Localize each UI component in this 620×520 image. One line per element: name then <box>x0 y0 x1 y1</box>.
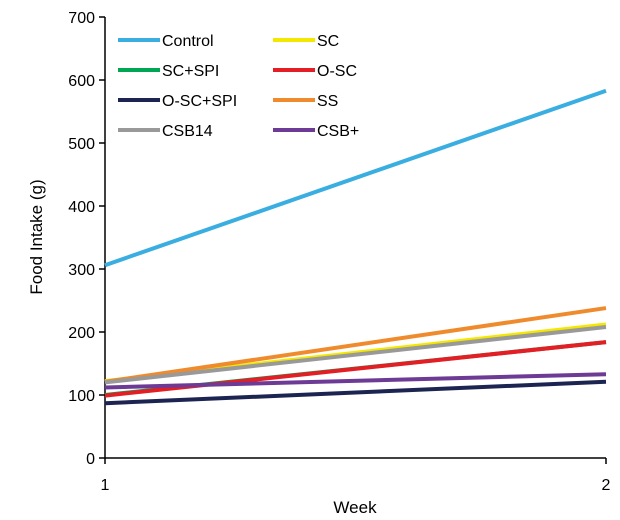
x-tick-label: 1 <box>101 477 110 494</box>
y-tick-label: 500 <box>68 136 95 153</box>
y-tick-label: 600 <box>68 73 95 90</box>
legend-label-csb14: CSB14 <box>162 123 213 140</box>
y-axis-label: Food Intake (g) <box>27 179 46 294</box>
y-ticks: 0 100 200 300 400 500 600 700 <box>68 10 105 468</box>
series-line-o-sc-spi <box>104 379 607 406</box>
legend-label-o-sc-spi: O-SC+SPI <box>162 93 237 110</box>
series-line-csb <box>104 372 607 390</box>
series-lines <box>104 88 607 406</box>
legend-label-control: Control <box>162 33 214 50</box>
series-line-control <box>104 88 607 268</box>
x-axis-label: Week <box>333 498 377 517</box>
y-tick-label: 200 <box>68 325 95 342</box>
legend-label-o-sc: O-SC <box>317 63 357 80</box>
legend-label-sc-spi: SC+SPI <box>162 63 219 80</box>
x-tick-label: 2 <box>602 477 611 494</box>
y-tick-label: 0 <box>86 451 95 468</box>
y-tick-label: 700 <box>68 10 95 27</box>
y-tick-label: 400 <box>68 199 95 216</box>
series-line-ss <box>104 306 607 384</box>
legend-label-csb: CSB+ <box>317 123 359 140</box>
legend-label-ss: SS <box>317 93 338 110</box>
y-tick-label: 300 <box>68 262 95 279</box>
legend: Control SC SC+SPI O-SC O-SC+SPI SS CSB14 CSB+ <box>118 33 359 140</box>
y-tick-label: 100 <box>68 388 95 405</box>
series-line-csb14 <box>104 324 607 385</box>
legend-label-sc: SC <box>317 33 339 50</box>
